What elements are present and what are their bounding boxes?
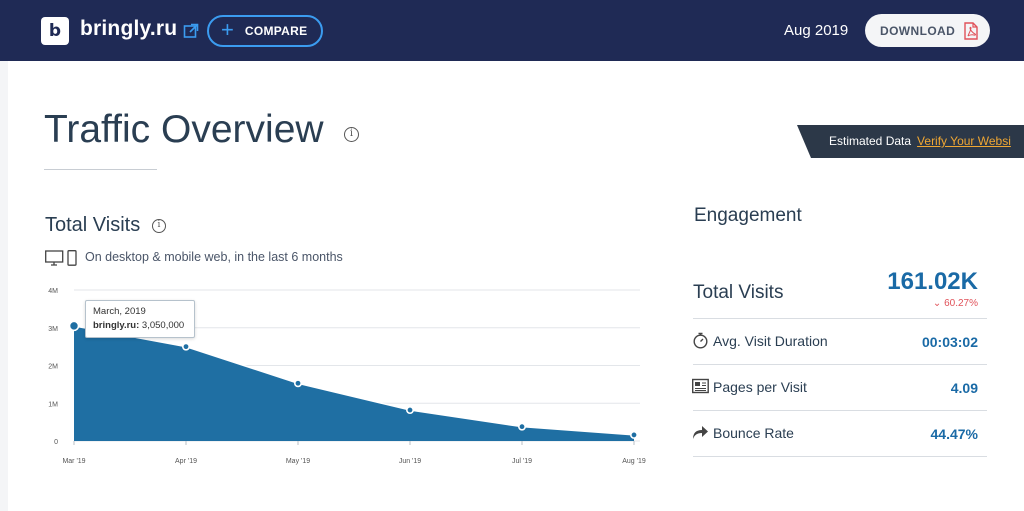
- engagement-total-visits-value: 161.02K: [887, 268, 978, 295]
- bounce-rate-label: Bounce Rate: [713, 425, 794, 441]
- x-tick-label: May '19: [286, 458, 310, 465]
- x-tick-label: Aug '19: [622, 458, 646, 465]
- estimated-data-banner: Estimated Data Verify Your Websi: [797, 125, 1024, 158]
- y-tick-label: 0: [54, 439, 58, 446]
- avg-visit-duration-label: Avg. Visit Duration: [713, 333, 828, 349]
- change-value: 60.27%: [944, 298, 978, 309]
- download-button[interactable]: DOWNLOAD: [865, 14, 990, 47]
- site-favicon-icon: b: [41, 17, 69, 45]
- date-selector[interactable]: Aug 2019: [784, 22, 849, 39]
- x-tick-label: Jul '19: [512, 458, 532, 465]
- tooltip-value: 3,050,000: [141, 320, 185, 331]
- logo-letter: b: [48, 21, 62, 41]
- chart-area: [74, 325, 634, 441]
- avg-visit-duration-value: 00:03:02: [921, 334, 978, 350]
- x-tick-label: Jun '19: [399, 458, 421, 465]
- data-point: [182, 342, 191, 351]
- download-label: DOWNLOAD: [880, 23, 956, 38]
- y-tick-label: 4M: [48, 288, 58, 295]
- total-visits-description: On desktop & mobile web, in the last 6 m…: [85, 250, 343, 264]
- external-link-icon[interactable]: [183, 23, 199, 39]
- compare-button[interactable]: + COMPARE: [207, 15, 323, 47]
- compare-label: COMPARE: [244, 24, 308, 38]
- top-bar: b bringly.ru + COMPARE Aug 2019 DOWNLOAD: [0, 0, 1024, 61]
- total-visits-title: Total Visits: [45, 214, 141, 236]
- x-tick-label: Mar '19: [62, 458, 85, 465]
- chart-tooltip: March, 2019 bringly.ru: 3,050,000: [85, 300, 195, 338]
- info-icon[interactable]: i: [152, 219, 166, 233]
- pages-per-visit-label: Pages per Visit: [713, 379, 807, 395]
- bounce-arrow-icon: [693, 426, 708, 439]
- desktop-mobile-icon: [45, 250, 77, 266]
- engagement-divider: [693, 410, 987, 411]
- pages-icon: [692, 378, 709, 394]
- engagement-divider: [693, 364, 987, 365]
- tooltip-site: bringly.ru:: [93, 320, 140, 331]
- y-tick-label: 2M: [48, 364, 58, 371]
- chart-line: [73, 325, 635, 436]
- engagement-divider: [693, 456, 987, 457]
- plus-icon: +: [221, 17, 234, 42]
- tooltip-date: March, 2019: [93, 306, 146, 317]
- domain-name: bringly.ru: [80, 17, 178, 40]
- bounce-rate-value: 44.47%: [930, 426, 978, 442]
- info-icon[interactable]: i: [344, 127, 359, 142]
- stopwatch-icon: [693, 332, 708, 349]
- y-tick-label: 3M: [48, 326, 58, 333]
- total-visits-change: ⌄ 60.27%: [933, 298, 978, 309]
- data-point: [68, 320, 80, 332]
- engagement-title: Engagement: [694, 205, 802, 226]
- engagement-total-visits-label: Total Visits: [693, 282, 784, 303]
- pages-per-visit-value: 4.09: [950, 380, 978, 396]
- verify-website-link[interactable]: Verify Your Websi: [917, 134, 1011, 148]
- chevron-down-icon: ⌄: [932, 298, 942, 309]
- data-point: [517, 422, 526, 431]
- banner-background: [797, 125, 1024, 158]
- pdf-icon: [964, 21, 978, 40]
- title-divider: [44, 169, 157, 170]
- data-point: [405, 406, 414, 415]
- y-tick-label: 1M: [48, 401, 58, 408]
- engagement-divider: [693, 318, 987, 319]
- page-title: Traffic Overview: [44, 108, 324, 151]
- data-point: [294, 379, 303, 388]
- estimated-data-label: Estimated Data: [829, 134, 912, 148]
- x-tick-label: Apr '19: [175, 458, 197, 465]
- data-point: [629, 430, 638, 439]
